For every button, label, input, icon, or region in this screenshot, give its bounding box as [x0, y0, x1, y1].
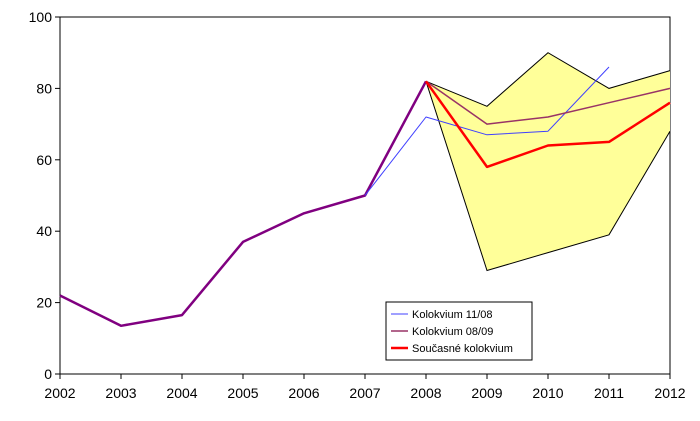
series-line-0 — [364, 66, 610, 196]
x-tick-label-3: 2005 — [227, 385, 258, 401]
series-lines — [59, 66, 671, 328]
band-area — [426, 52, 670, 271]
y-tick-label-3: 60 — [36, 152, 52, 168]
x-axis: 2002 2003 2004 2005 2006 2007 2008 2009 2010 2011… — [44, 374, 686, 401]
legend-label-2: Současné kolokvium — [412, 343, 513, 355]
y-tick-label-1: 20 — [36, 295, 52, 311]
x-tick-label-9: 2011 — [594, 385, 624, 401]
x-tick-label-6: 2008 — [410, 385, 441, 401]
series-line-2 — [424, 80, 671, 169]
y-tick-label-2: 40 — [36, 223, 52, 239]
y-axis: 0 20 40 60 80 100 — [29, 9, 60, 382]
x-tick-label-1: 2003 — [105, 385, 136, 401]
x-tick-label-4: 2006 — [288, 385, 319, 401]
legend-item-1: Kolokvium 08/09 — [391, 326, 493, 338]
band-lower-edge — [425, 81, 671, 272]
legend-label-1: Kolokvium 08/09 — [412, 326, 493, 338]
x-tick-label-2: 2004 — [166, 385, 197, 401]
series-line-1 — [425, 80, 671, 125]
x-tick-label-5: 2007 — [349, 385, 380, 401]
legend-box — [385, 301, 533, 361]
x-tick-label-7: 2009 — [471, 385, 502, 401]
x-tick-label-10: 2012 — [654, 385, 685, 401]
forecast-band — [59, 52, 671, 374]
legend-item-2: Současné kolokvium — [391, 343, 513, 355]
x-tick-label-0: 2002 — [44, 385, 75, 401]
legend-label-0: Kolokvium 11/08 — [412, 309, 493, 321]
x-tick-label-8: 2010 — [532, 385, 563, 401]
y-tick-label-4: 80 — [36, 80, 52, 96]
legend: Kolokvium 11/08 Kolokvium 08/09 Současné… — [385, 301, 533, 361]
y-tick-label-5: 100 — [29, 9, 53, 25]
y-tick-label-0: 0 — [44, 366, 52, 382]
band-upper-edge — [425, 52, 671, 107]
legend-item-0: Kolokvium 11/08 — [391, 309, 493, 321]
